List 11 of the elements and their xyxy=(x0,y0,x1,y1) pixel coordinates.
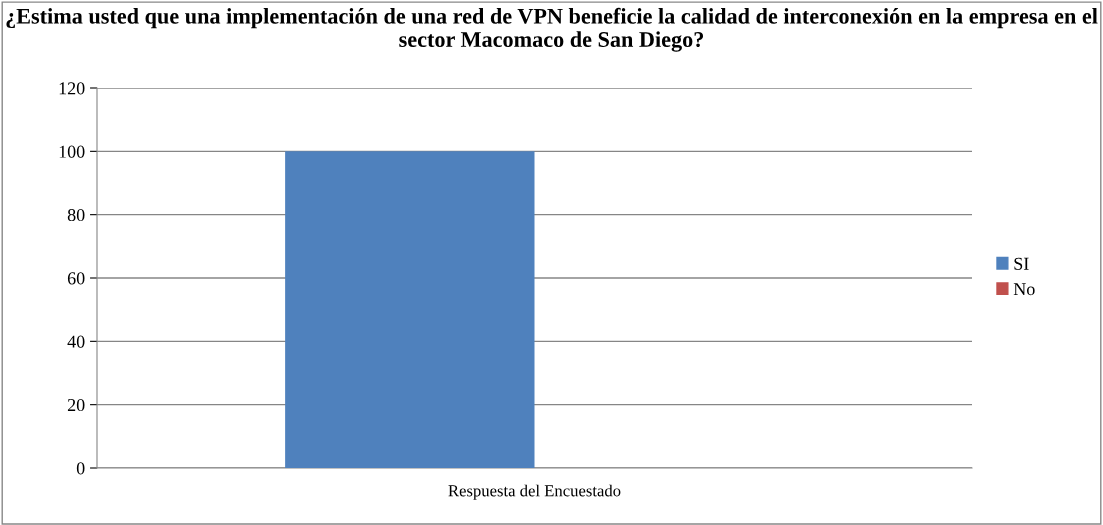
y-tick-label: 40 xyxy=(67,335,85,348)
y-tick-label: 100 xyxy=(59,145,85,158)
y-tick-label: 60 xyxy=(67,272,85,285)
y-tick-label: 80 xyxy=(67,208,85,222)
chart-title: ¿Estima usted que una implementación de una red de VPN beneficie la calidad de interconexión en la empresa en el sector Macomaco de San Diego? xyxy=(6,7,1098,52)
y-tick-label: 120 xyxy=(59,82,85,95)
y-tick-label: 0 xyxy=(76,462,85,475)
y-tick-label: 20 xyxy=(67,398,85,412)
x-tick-label: Respuesta del Encuestado xyxy=(448,484,621,500)
legend-label: SI xyxy=(1014,257,1029,270)
legend-label: No xyxy=(1013,283,1035,296)
